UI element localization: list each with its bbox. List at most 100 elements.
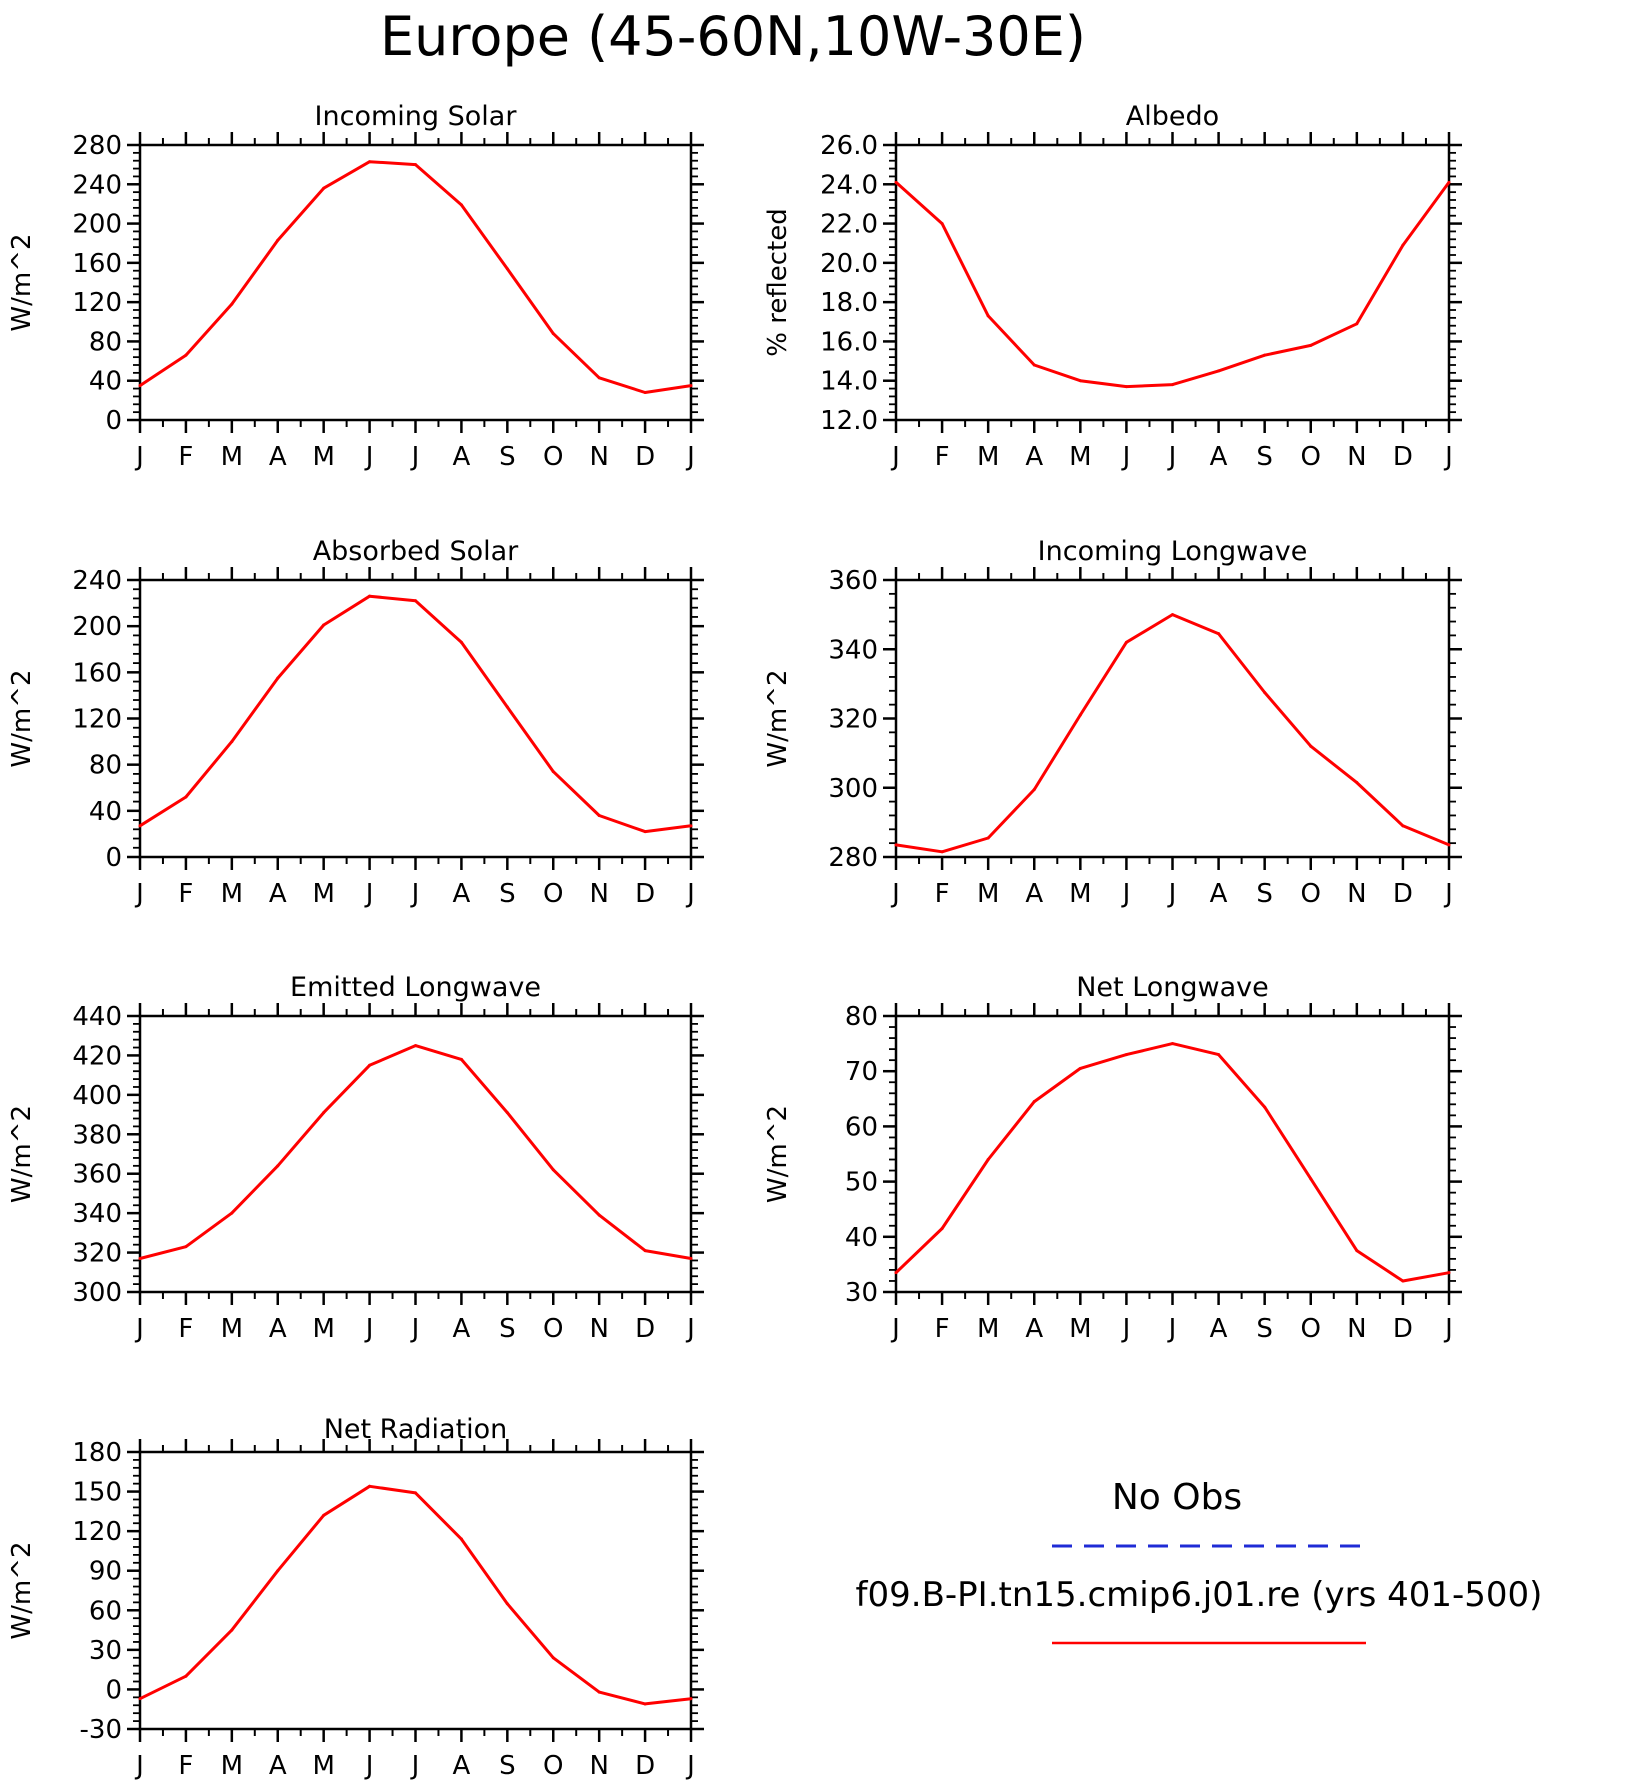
data-point: [322, 1111, 326, 1115]
x-tick-label: F: [178, 442, 193, 472]
panel-albedo: J F M A M J J A S O N D J12.014.016.018.020.022.024.…: [763, 101, 1462, 472]
y-tick-label: 320: [828, 705, 878, 735]
panel-title: Net Radiation: [324, 1414, 508, 1445]
data-point: [1263, 691, 1267, 695]
data-point: [322, 186, 326, 190]
y-tick-label: 26.0: [820, 131, 878, 161]
x-tick-label: N: [589, 879, 608, 909]
data-point: [414, 1491, 417, 1495]
x-tick-label: M: [1069, 1314, 1091, 1344]
data-point: [1171, 383, 1174, 387]
data-point: [1263, 353, 1267, 357]
y-tick-label: 300: [828, 774, 878, 804]
x-tick-label: S: [499, 879, 516, 909]
y-axis-label: W/m^2: [7, 669, 37, 767]
x-tick-label: N: [589, 442, 608, 472]
x-tick-label: S: [1256, 1314, 1273, 1344]
data-point: [276, 1164, 280, 1168]
x-tick-label: A: [453, 879, 471, 909]
panel-emitted-longwave: J F M A M J J A S O N D J300320340360380400420440W/m…: [7, 972, 704, 1344]
y-tick-label: 360: [828, 566, 878, 596]
x-tick-label: J: [410, 879, 420, 909]
data-point: [368, 1063, 372, 1067]
data-point: [1355, 322, 1359, 326]
x-tick-label: J: [890, 442, 900, 472]
data-point: [1171, 613, 1174, 617]
x-tick-label: J: [1167, 879, 1177, 909]
y-tick-label: 20.0: [820, 249, 878, 279]
x-tick-label: O: [1301, 879, 1321, 909]
x-tick-label: A: [1210, 879, 1228, 909]
x-tick-label: A: [269, 442, 287, 472]
x-tick-label: O: [1301, 1314, 1321, 1344]
data-point: [551, 332, 555, 336]
series-line-incoming-longwave: [895, 613, 1450, 854]
data-point: [276, 238, 280, 242]
y-tick-label: 420: [72, 1041, 122, 1071]
panel-incoming-longwave: J F M A M J J A S O N D J280300320340360W/m^2Incomin…: [763, 536, 1462, 909]
x-tick-label: A: [269, 879, 287, 909]
plot-frame: [138, 143, 693, 422]
y-tick-label: 320: [72, 1239, 122, 1269]
x-tick-label: M: [312, 1314, 334, 1344]
data-point: [1355, 781, 1359, 785]
x-tick-label: O: [1301, 442, 1321, 472]
x-tick-label: J: [1167, 1314, 1177, 1344]
data-point: [940, 850, 944, 854]
x-tick-label: F: [935, 442, 950, 472]
data-point: [1309, 744, 1313, 748]
y-tick-label: 160: [72, 249, 122, 279]
data-point: [894, 180, 898, 184]
y-tick-label: 80: [845, 1002, 878, 1032]
data-point: [1124, 385, 1128, 389]
y-tick-label: 22.0: [820, 210, 878, 240]
panel-incoming-solar: J F M A M J J A S O N D J04080120160200240280W/m^2In…: [7, 101, 704, 472]
data-point: [643, 1249, 647, 1253]
plot-frame: [138, 578, 693, 859]
y-axis-label: W/m^2: [7, 1105, 37, 1203]
data-point: [138, 1256, 142, 1260]
y-tick-label: 0: [105, 843, 122, 873]
series-line-incoming-solar: [139, 160, 692, 394]
y-tick-label: 12.0: [820, 406, 878, 436]
data-point: [368, 594, 372, 598]
data-point: [1032, 363, 1036, 367]
x-tick-label: M: [312, 879, 334, 909]
data-point: [1401, 824, 1405, 828]
x-tick-label: J: [410, 1314, 420, 1344]
data-point: [459, 1537, 463, 1541]
data-point: [368, 160, 372, 164]
x-tick-label: N: [1347, 879, 1366, 909]
data-point: [597, 376, 601, 380]
x-tick-label: M: [977, 879, 999, 909]
x-tick-label: M: [312, 1751, 334, 1781]
data-point: [643, 1702, 647, 1706]
x-tick-label: J: [364, 879, 374, 909]
panel-net-radiation: J F M A M J J A S O N D J-300306090120150180W/m^2Net…: [7, 1414, 704, 1781]
data-point: [551, 1168, 555, 1172]
data-point: [986, 1158, 990, 1162]
x-tick-label: J: [410, 442, 420, 472]
legend-model-label: f09.B-PI.tn15.cmip6.j01.re (yrs 401-500): [856, 1575, 1543, 1615]
x-tick-label: A: [1025, 442, 1043, 472]
x-tick-label: J: [685, 879, 695, 909]
y-tick-label: 180: [72, 1438, 122, 1468]
data-point: [597, 1690, 601, 1694]
x-tick-label: F: [178, 879, 193, 909]
x-tick-label: S: [499, 1751, 516, 1781]
data-point: [1171, 1042, 1174, 1046]
y-tick-label: 240: [72, 566, 122, 596]
data-point: [322, 1513, 326, 1517]
y-tick-label: 50: [845, 1168, 878, 1198]
x-tick-label: A: [1025, 879, 1043, 909]
x-tick-label: D: [635, 1314, 655, 1344]
y-axis-label: W/m^2: [763, 1105, 793, 1203]
data-point: [459, 640, 463, 644]
y-axis-label: % reflected: [763, 208, 793, 356]
data-point: [138, 824, 142, 828]
y-tick-label: 14.0: [820, 367, 878, 397]
x-tick-label: S: [499, 442, 516, 472]
x-tick-label: J: [364, 442, 374, 472]
x-tick-label: M: [221, 879, 243, 909]
